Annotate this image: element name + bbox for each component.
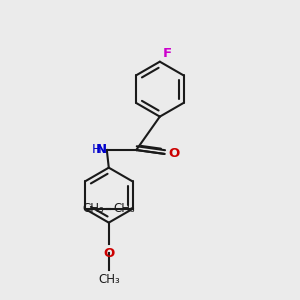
Text: H: H [92, 143, 102, 156]
Text: O: O [169, 147, 180, 161]
Text: O: O [103, 248, 114, 260]
Text: F: F [163, 47, 172, 60]
Text: N: N [96, 143, 107, 156]
Text: CH₃: CH₃ [82, 202, 104, 215]
Text: CH₃: CH₃ [113, 202, 135, 215]
Text: CH₃: CH₃ [98, 273, 120, 286]
